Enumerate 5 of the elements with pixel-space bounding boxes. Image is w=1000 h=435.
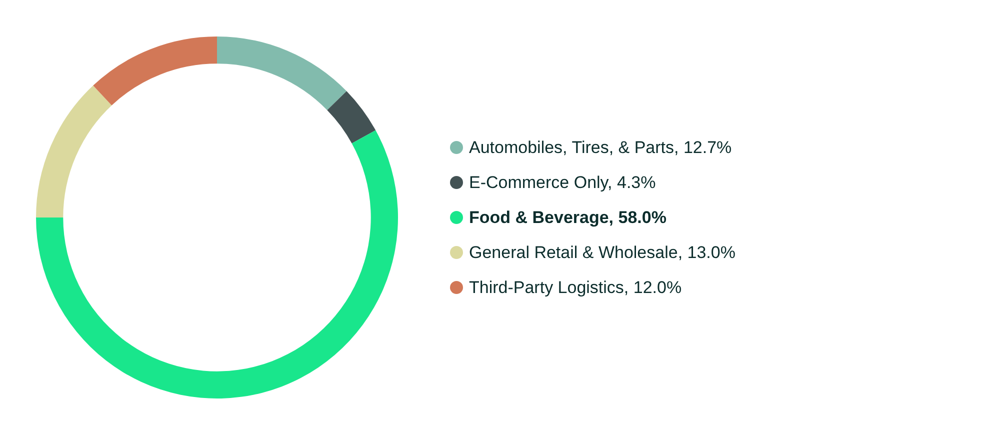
legend-label: E-Commerce Only, 4.3% <box>469 172 656 192</box>
legend-label: General Retail & Wholesale, 13.0% <box>469 242 736 262</box>
legend-label: Automobiles, Tires, & Parts, 12.7% <box>469 138 732 158</box>
legend-label: Food & Beverage, 58.0% <box>469 208 666 228</box>
legend-label: Third-Party Logistics, 12.0% <box>469 278 682 298</box>
